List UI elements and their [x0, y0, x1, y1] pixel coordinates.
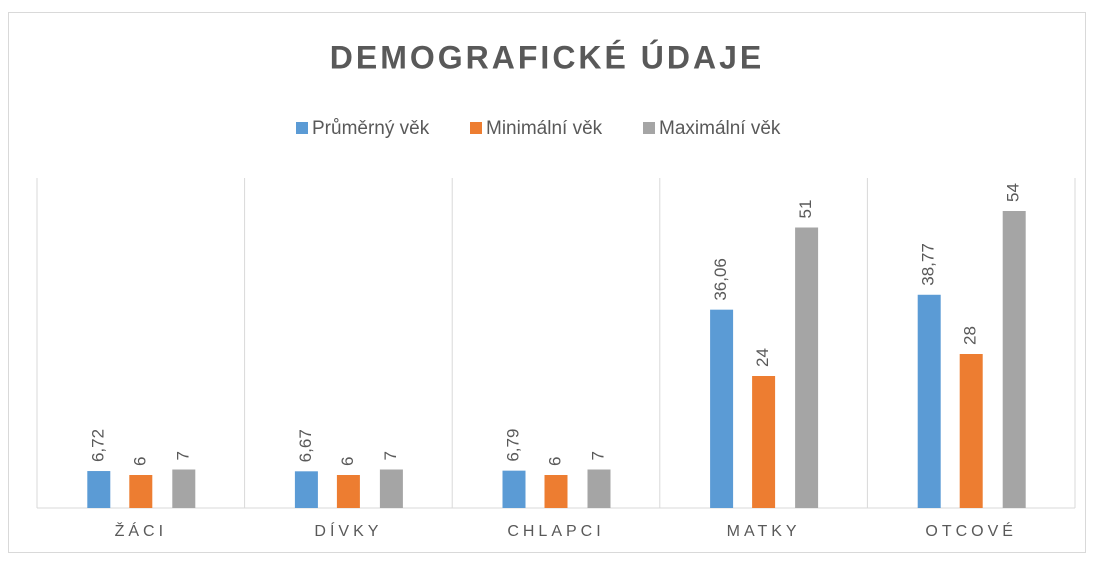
data-label: 6	[130, 457, 149, 466]
x-tick-label: CHLAPCI	[507, 523, 604, 540]
bar	[917, 294, 941, 508]
legend-swatch	[296, 122, 308, 134]
bar	[129, 475, 153, 508]
data-label: 24	[753, 348, 772, 367]
chart-title: DEMOGRAFICKÉ ÚDAJE	[330, 39, 764, 75]
bar	[795, 227, 819, 508]
x-tick-label: DÍVKY	[314, 521, 382, 540]
bar	[710, 309, 734, 508]
bar	[587, 469, 611, 508]
data-label: 7	[173, 451, 192, 460]
bar	[87, 471, 111, 508]
data-label: 6,79	[503, 429, 522, 462]
legend-swatch	[470, 122, 482, 134]
bar	[752, 376, 776, 508]
bar	[502, 470, 526, 508]
data-label: 7	[588, 451, 607, 460]
bar	[379, 469, 403, 508]
data-label: 6	[545, 457, 564, 466]
data-label: 38,77	[919, 243, 938, 286]
bar	[1002, 211, 1026, 508]
chart-border	[8, 12, 1086, 553]
bar	[336, 475, 360, 508]
bar	[544, 475, 568, 508]
bar	[294, 471, 318, 508]
legend-swatch	[643, 122, 655, 134]
data-label: 6,67	[296, 429, 315, 462]
x-tick-label: MATKY	[727, 523, 801, 540]
data-label: 6,72	[88, 429, 107, 462]
data-label: 6	[338, 457, 357, 466]
x-tick-label: OTCOVÉ	[925, 521, 1017, 540]
data-label: 28	[961, 326, 980, 345]
legend-label: Průměrný věk	[312, 118, 430, 139]
legend-label: Minimální věk	[486, 118, 603, 139]
data-label: 36,06	[711, 258, 730, 301]
x-tick-label: ŽÁCI	[115, 521, 167, 540]
bar	[172, 469, 196, 508]
data-label: 51	[796, 200, 815, 219]
data-label: 7	[381, 451, 400, 460]
data-label: 54	[1004, 183, 1023, 202]
bar	[959, 354, 983, 508]
legend-label: Maximální věk	[659, 118, 781, 139]
